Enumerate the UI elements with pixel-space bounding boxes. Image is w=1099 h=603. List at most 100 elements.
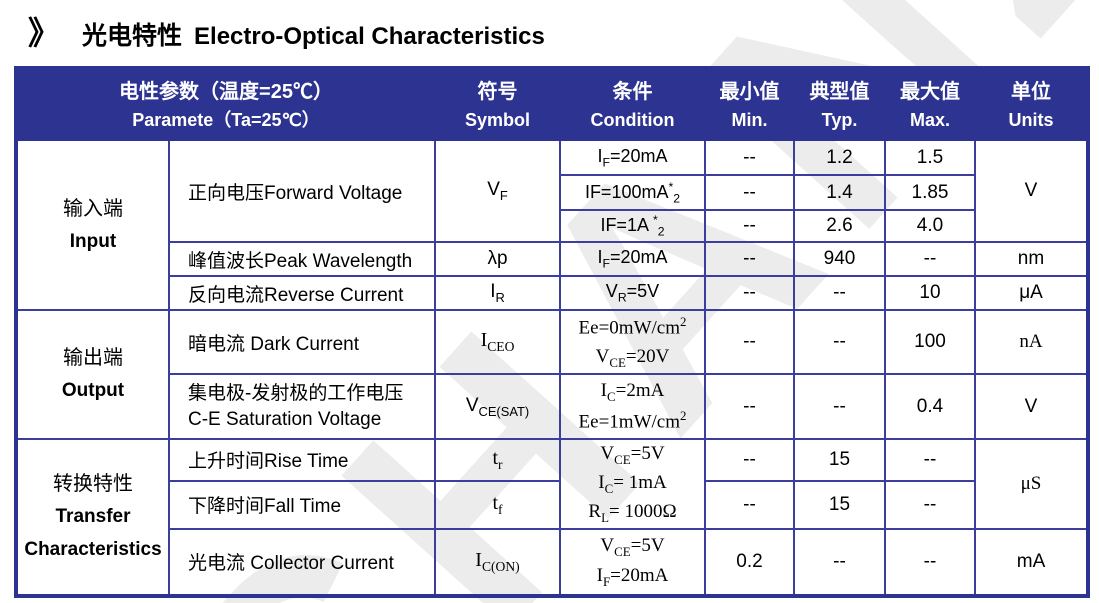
condition-cell: VR=5V — [559, 275, 706, 311]
condition-line: IC= 1mA — [598, 472, 667, 496]
typ-value: 15 — [793, 479, 886, 530]
table-row-peak-wavelength: 峰值波长Peak Wavelength λp IF=20mA -- 940 --… — [16, 241, 1089, 277]
header-units-en: Units — [1008, 109, 1054, 130]
symbol-tr: tr — [434, 438, 561, 482]
header-typ-zh: 典型值 — [809, 80, 870, 103]
header-condition: 条件 Condition — [559, 67, 706, 141]
condition-line: IF=20mA — [596, 564, 669, 589]
symbol-icon: IC(ON) — [434, 527, 561, 597]
table-row-rise-time: 转换特性 Transfer Characteristics 上升时间Rise T… — [15, 438, 1089, 597]
unit-cell: μS — [974, 438, 1089, 530]
param-peak-wavelength: 峰值波长Peak Wavelength — [168, 241, 436, 277]
condition-line: IC=2mA — [600, 379, 665, 404]
typ-value: 1.4 — [793, 174, 886, 211]
group-input-zh: 输入端 — [63, 197, 123, 220]
symbol-lambda-p: λp — [434, 241, 561, 277]
header-condition-zh: 条件 — [612, 80, 653, 103]
max-value: 4.0 — [884, 209, 976, 243]
header-parameter-en: Paramete（Ta=25℃） — [132, 109, 320, 130]
symbol-iceo: ICEO — [434, 309, 561, 375]
param-collector-current: 光电流 Collector Current — [168, 527, 436, 597]
table-row-ce-saturation-voltage: 集电极-发射极的工作电压 C-E Saturation Voltage VCE(… — [16, 373, 1089, 440]
max-value: -- — [884, 241, 976, 277]
param-ce-saturation-voltage: 集电极-发射极的工作电压 C-E Saturation Voltage — [168, 373, 436, 440]
max-value: 1.85 — [884, 174, 976, 211]
min-value: -- — [704, 479, 795, 530]
max-value: 1.5 — [884, 139, 976, 176]
header-units: 单位 Units — [974, 67, 1089, 141]
header-min: 最小值 Min. — [704, 67, 795, 141]
header-units-zh: 单位 — [1011, 80, 1051, 103]
condition-cell: IF=20mA — [559, 139, 706, 176]
condition-cell-rise-fall: VCE=5V IC= 1mA RL= 1000Ω — [559, 438, 706, 530]
condition-cell: IF=20mA — [559, 241, 706, 277]
double-angle-bracket-icon: 》 — [28, 15, 61, 51]
max-value: -- — [884, 527, 976, 597]
param-forward-voltage: 正向电压Forward Voltage — [168, 139, 436, 243]
table-row-reverse-current: 反向电流Reverse Current IR VR=5V -- -- 10 μA — [16, 275, 1089, 311]
header-parameter: 电性参数（温度=25℃） Paramete（Ta=25℃） — [15, 67, 436, 141]
param-reverse-current: 反向电流Reverse Current — [168, 275, 436, 311]
table-row-forward-voltage-20ma: 输入端 Input 正向电压Forward Voltage VF IF=20mA… — [15, 139, 1089, 311]
unit-cell: μA — [974, 275, 1089, 311]
max-value: 100 — [884, 309, 976, 375]
unit-cell: mA — [974, 527, 1089, 597]
group-output: 输出端 Output — [15, 309, 170, 440]
section-title: 》 光电特性 Electro-Optical Characteristics — [28, 8, 545, 54]
table-row-collector-current: 光电流 Collector Current IC(ON) VCE=5V IF=2… — [16, 527, 1089, 597]
symbol-ir: IR — [434, 275, 561, 311]
condition-cell: VCE=5V IF=20mA — [559, 527, 706, 597]
unit-cell: nA — [974, 309, 1089, 375]
min-value: -- — [704, 209, 795, 243]
group-output-zh: 输出端 — [63, 347, 123, 370]
header-min-zh: 最小值 — [719, 80, 780, 103]
min-value: -- — [704, 139, 795, 176]
condition-cell: IF=100mA*2 — [559, 174, 706, 211]
condition-line: VCE=5V — [600, 443, 665, 467]
header-max-en: Max. — [909, 109, 951, 130]
header-max: 最大值 Max. — [884, 67, 976, 141]
table-header-row: 电性参数（温度=25℃） Paramete（Ta=25℃） 符号 Symbol … — [15, 67, 1089, 141]
group-input: 输入端 Input — [15, 139, 170, 311]
symbol-tf: tf — [434, 479, 561, 530]
typ-value: -- — [793, 373, 886, 440]
header-parameter-zh: 电性参数（温度=25℃） — [119, 80, 333, 103]
typ-value: 15 — [793, 438, 886, 482]
electro-optical-characteristics-table: 电性参数（温度=25℃） Paramete（Ta=25℃） 符号 Symbol … — [14, 66, 1090, 598]
param-rise-time: 上升时间Rise Time — [168, 438, 436, 482]
typ-value: -- — [793, 527, 886, 597]
symbol-vf: VF — [434, 139, 561, 243]
typ-value: -- — [793, 275, 886, 311]
header-symbol: 符号 Symbol — [434, 67, 561, 141]
symbol-vcesat: VCE(SAT) — [434, 373, 561, 440]
typ-value: 1.2 — [793, 139, 886, 176]
condition-line: VCE=20V — [595, 345, 670, 370]
group-input-en: Input — [69, 230, 117, 252]
table-row-forward-voltage-1a: IF=1A *2 -- 2.6 4.0 — [16, 209, 1088, 243]
condition-line: RL= 1000Ω — [588, 501, 677, 526]
param-fall-time: 下降时间Fall Time — [168, 479, 436, 530]
condition-line: VCE=5V — [600, 535, 665, 560]
min-value: 0.2 — [704, 527, 795, 597]
table-row-dark-current: 输出端 Output 暗电流 Dark Current ICEO Ee=0mW/… — [15, 309, 1089, 440]
condition-line: Ee=0mW/cm2 — [578, 314, 687, 339]
param-line-zh: 集电极-发射极的工作电压 — [188, 382, 404, 404]
header-min-en: Min. — [731, 109, 768, 130]
param-dark-current: 暗电流 Dark Current — [168, 309, 436, 375]
min-value: -- — [704, 275, 795, 311]
header-max-zh: 最大值 — [900, 80, 960, 103]
min-value: -- — [704, 241, 795, 277]
max-value: -- — [884, 438, 976, 482]
header-typ-en: Typ. — [821, 109, 858, 130]
unit-cell: V — [974, 373, 1089, 440]
header-typ: 典型值 Typ. — [793, 67, 886, 141]
section-title-en: Electro-Optical Characteristics — [194, 23, 545, 50]
condition-line: Ee=1mW/cm2 — [578, 407, 687, 432]
header-symbol-en: Symbol — [464, 109, 530, 130]
unit-cell: V — [974, 139, 1089, 243]
max-value: 0.4 — [884, 373, 976, 440]
condition-cell: Ee=0mW/cm2 VCE=20V — [559, 309, 706, 375]
section-title-zh: 光电特性 — [82, 23, 183, 50]
condition-cell: IF=1A *2 — [559, 209, 706, 243]
table-row-fall-time: 下降时间Fall Time tf -- 15 -- — [16, 479, 1088, 530]
